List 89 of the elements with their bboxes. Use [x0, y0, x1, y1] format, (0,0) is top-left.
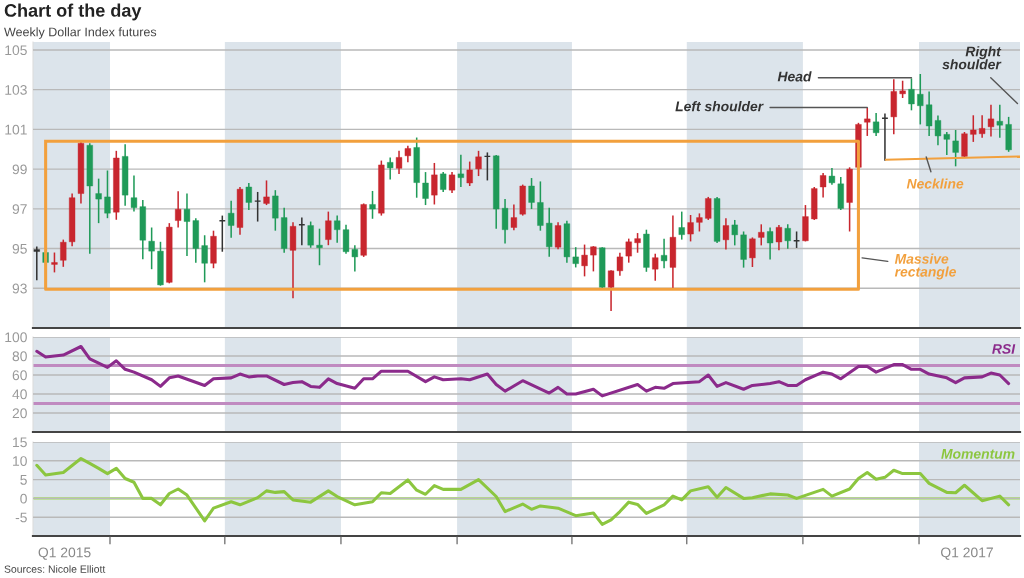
candlestick — [634, 232, 641, 254]
candlestick — [175, 190, 182, 229]
y-tick-label: 20 — [12, 408, 27, 419]
candlestick — [51, 251, 58, 274]
candlestick — [272, 189, 279, 232]
y-tick-label: 103 — [5, 85, 27, 95]
candlestick — [722, 217, 730, 251]
candlestick — [873, 112, 880, 137]
candlestick — [431, 162, 438, 206]
candlestick — [696, 212, 703, 233]
candlestick — [537, 180, 544, 232]
candlestick — [979, 114, 986, 139]
candlestick — [228, 199, 235, 239]
candlestick — [961, 131, 968, 159]
candlestick — [652, 252, 659, 282]
y-tick-label: 105 — [5, 45, 27, 56]
x-tick-label: Q1 2015 — [38, 547, 91, 560]
candlestick — [590, 245, 597, 273]
y-tick-label: -5 — [15, 512, 27, 523]
candlestick — [572, 246, 579, 269]
source-note: Sources: Nicole Elliott — [4, 565, 106, 573]
y-tick-label: 95 — [12, 243, 27, 254]
candlestick — [784, 223, 791, 250]
x-tick-label: Q1 2017 — [941, 547, 993, 560]
candlestick — [705, 196, 712, 221]
candlestick — [148, 226, 155, 270]
candlestick — [908, 77, 915, 112]
y-tick-label: 100 — [5, 332, 27, 343]
y-tick-label: 40 — [12, 389, 27, 400]
y-tick-label: 101 — [5, 124, 27, 135]
candlestick — [466, 160, 473, 187]
y-tick-label: 5 — [20, 475, 27, 485]
chart-subtitle: Weekly Dollar Index futures — [4, 27, 157, 39]
candlestick — [678, 210, 685, 241]
candlestick — [546, 206, 553, 258]
candlestick — [996, 103, 1003, 139]
candlestick — [775, 224, 783, 252]
candlestick — [864, 107, 871, 137]
candlestick — [758, 223, 765, 247]
y-tick-label: 93 — [12, 283, 27, 294]
annotation: Head — [777, 71, 812, 82]
y-tick-label: 99 — [12, 164, 27, 175]
candlestick — [201, 234, 208, 284]
candlestick — [970, 114, 977, 143]
candlestick — [819, 172, 827, 199]
y-tick-label: 15 — [13, 437, 27, 448]
y-tick-label: 10 — [13, 456, 27, 466]
candlestick — [625, 237, 632, 264]
candlestick — [766, 226, 774, 261]
annotation: Left shoulder — [675, 101, 764, 112]
candlestick — [448, 171, 456, 194]
candlestick — [731, 219, 738, 247]
candlestick — [528, 177, 535, 210]
candlestick — [245, 182, 252, 211]
candlestick — [395, 150, 403, 175]
candlestick — [263, 179, 270, 206]
candlestick — [440, 171, 447, 193]
y-tick-label: 60 — [12, 370, 27, 381]
candlestick — [387, 156, 394, 181]
candlestick — [749, 236, 756, 268]
y-tick-label: 97 — [12, 204, 27, 214]
candlestick — [952, 129, 959, 168]
candlestick — [475, 150, 482, 177]
candlestick — [95, 177, 102, 224]
candlestick — [104, 169, 111, 219]
chart-title: Momentum — [941, 449, 1015, 459]
y-tick-label: 0 — [20, 493, 27, 504]
candlestick — [316, 227, 323, 267]
annotation: Neckline — [906, 178, 964, 189]
y-tick-label: 80 — [12, 351, 27, 362]
candlestick — [660, 237, 668, 269]
candlestick — [457, 154, 464, 188]
candlestick — [33, 245, 40, 282]
candlestick — [369, 190, 376, 220]
candlestick — [422, 171, 429, 206]
candlestick — [510, 203, 517, 232]
candlestick — [917, 73, 924, 126]
annotation: Massive rectangle — [894, 253, 957, 280]
candlestick — [307, 220, 314, 249]
candlestick — [987, 103, 995, 138]
chart-title: RSI — [992, 344, 1016, 354]
candlestick — [554, 221, 562, 251]
candlestick — [60, 238, 67, 268]
line-series — [35, 457, 1011, 526]
candlestick — [687, 214, 694, 243]
chart-title: Chart of the day — [4, 3, 142, 21]
annotation: Right shoulder — [942, 46, 1002, 70]
candlestick — [581, 243, 588, 278]
candlestick — [325, 210, 332, 246]
